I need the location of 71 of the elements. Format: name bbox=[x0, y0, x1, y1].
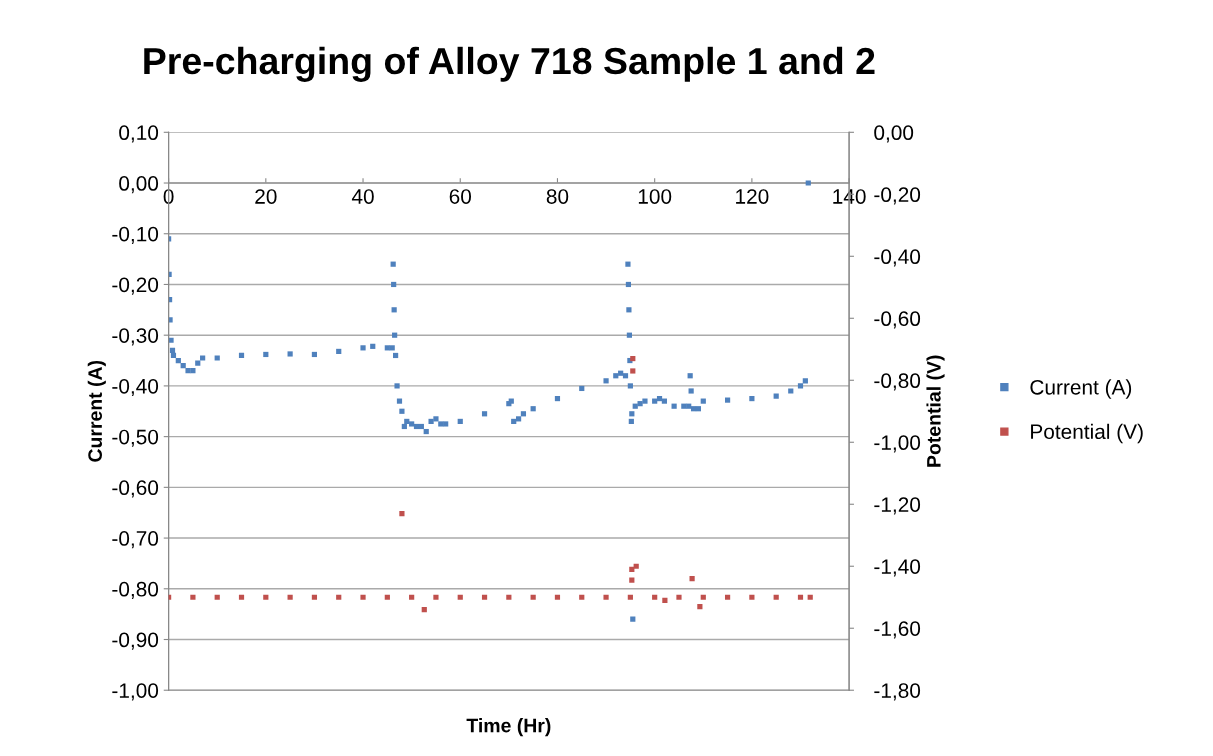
point bbox=[629, 577, 635, 583]
point bbox=[749, 594, 755, 600]
point bbox=[554, 594, 561, 600]
y-tick-label: -0,10 bbox=[112, 226, 159, 244]
y2-tick-label: -0,40 bbox=[874, 249, 921, 267]
point bbox=[399, 510, 405, 517]
point bbox=[633, 563, 639, 569]
y2-tick-label: 0,00 bbox=[874, 125, 914, 143]
y-tick-label: -0,20 bbox=[112, 277, 159, 295]
point bbox=[433, 594, 439, 600]
y-tick-label: -1,00 bbox=[112, 683, 159, 701]
y2-tick-label: -0,60 bbox=[874, 311, 921, 329]
y-tick-label: -0,60 bbox=[112, 480, 159, 498]
y2-tick-label: -1,40 bbox=[874, 559, 921, 577]
y-tick-label: -0,50 bbox=[112, 429, 159, 447]
point bbox=[409, 594, 415, 600]
point bbox=[629, 566, 635, 572]
point bbox=[238, 594, 245, 600]
y-tick-label: -0,90 bbox=[112, 632, 159, 650]
x-tick-label: 40 bbox=[351, 189, 374, 204]
point bbox=[530, 594, 536, 600]
point bbox=[700, 594, 706, 600]
point bbox=[807, 594, 813, 600]
point bbox=[263, 594, 269, 600]
point bbox=[630, 368, 636, 374]
y2-tick-label: -1,20 bbox=[874, 497, 921, 515]
legend-label: Current (A) bbox=[1030, 379, 1132, 399]
point bbox=[689, 576, 695, 582]
x-tick-label: 120 bbox=[736, 189, 769, 204]
point bbox=[311, 594, 318, 600]
point bbox=[724, 594, 731, 600]
x-tick-label: 80 bbox=[546, 189, 569, 204]
point bbox=[676, 594, 682, 600]
point bbox=[457, 594, 463, 600]
x-tick-label: 140 bbox=[833, 189, 866, 204]
y2-tick-label: -1,80 bbox=[874, 683, 921, 701]
point bbox=[214, 594, 220, 600]
x-tick-label: 60 bbox=[449, 189, 472, 204]
point bbox=[336, 594, 342, 600]
x-tick-label: 100 bbox=[638, 189, 672, 204]
y2-tick-label: -0,80 bbox=[874, 373, 921, 391]
point bbox=[652, 594, 658, 600]
point bbox=[287, 594, 293, 600]
point bbox=[384, 594, 390, 600]
point bbox=[421, 607, 427, 613]
point bbox=[773, 594, 779, 600]
point bbox=[360, 594, 366, 600]
y-tick-label: 0,00 bbox=[119, 176, 159, 194]
y2-tick-label: -1,00 bbox=[874, 435, 921, 453]
y-tick-label: 0,10 bbox=[119, 125, 159, 143]
point bbox=[603, 594, 609, 600]
point bbox=[627, 594, 633, 600]
y-tick-label: -0,30 bbox=[112, 328, 159, 346]
point bbox=[579, 594, 585, 600]
y2-axis-title: Potential (V) bbox=[926, 355, 945, 467]
point bbox=[797, 594, 804, 600]
y-tick-label: -0,80 bbox=[112, 581, 159, 599]
y-tick-label: -0,70 bbox=[112, 531, 159, 549]
x-axis-title: Time (Hr) bbox=[466, 718, 551, 737]
y-tick-label: -0,40 bbox=[112, 378, 159, 397]
legend-label: Potential (V) bbox=[1031, 423, 1143, 444]
chart-title: Pre-charging of Alloy 718 Sample 1 and 2 bbox=[144, 46, 875, 82]
x-tick-label: 20 bbox=[255, 189, 277, 204]
y2-tick-label: -1,60 bbox=[874, 621, 921, 639]
point bbox=[662, 597, 668, 603]
point bbox=[190, 594, 196, 600]
y-axis-title: Current (A) bbox=[87, 360, 106, 462]
point bbox=[481, 594, 488, 600]
point bbox=[697, 603, 703, 610]
point bbox=[506, 594, 512, 600]
y2-tick-label: -0,20 bbox=[874, 187, 921, 205]
